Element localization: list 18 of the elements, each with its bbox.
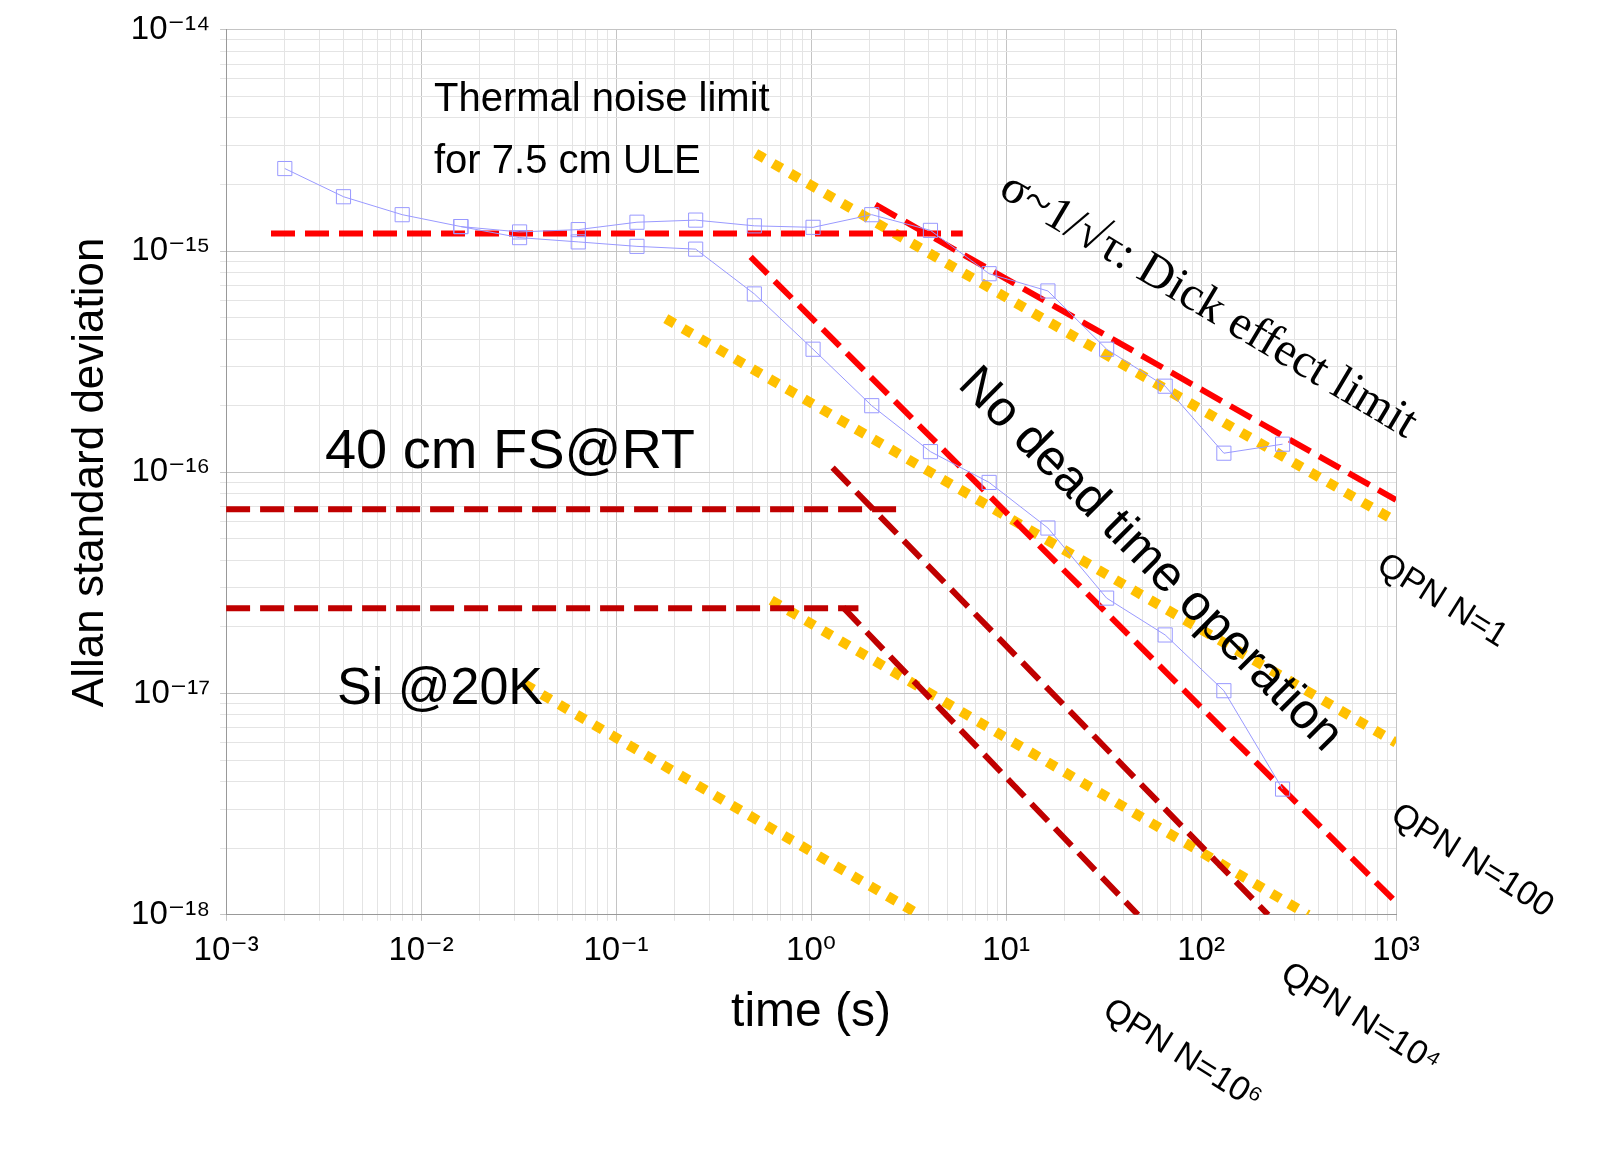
y-axis-title: Allan standard deviation bbox=[62, 237, 112, 708]
y-tick-label: 10⁻¹⁷ bbox=[133, 672, 211, 710]
x-axis-title: time (s) bbox=[731, 983, 892, 1037]
x-tick-label: 10⁻³ bbox=[193, 929, 259, 967]
annotation: 40 cm FS@RT bbox=[324, 417, 696, 481]
x-tick-label: 10⁰ bbox=[786, 929, 837, 967]
x-tick-label: 10⁻¹ bbox=[583, 929, 649, 967]
annotation: Si @20K bbox=[337, 657, 544, 716]
x-tick-label: 10³ bbox=[1372, 929, 1420, 967]
y-tick-label: 10⁻¹⁶ bbox=[131, 451, 211, 489]
y-tick-label: 10⁻¹⁵ bbox=[131, 230, 211, 268]
x-tick-label: 10¹ bbox=[982, 929, 1030, 967]
x-tick-label: 10² bbox=[1177, 929, 1225, 967]
annotation: QPN N=1 bbox=[1371, 543, 1516, 654]
y-tick-label: 10⁻¹⁸ bbox=[131, 893, 211, 931]
y-tick-label: 10⁻¹⁴ bbox=[130, 8, 211, 46]
x-tick-label: 10⁻² bbox=[388, 929, 454, 967]
annotation: Thermal noise limit for 7.5 cm ULE bbox=[434, 75, 770, 182]
